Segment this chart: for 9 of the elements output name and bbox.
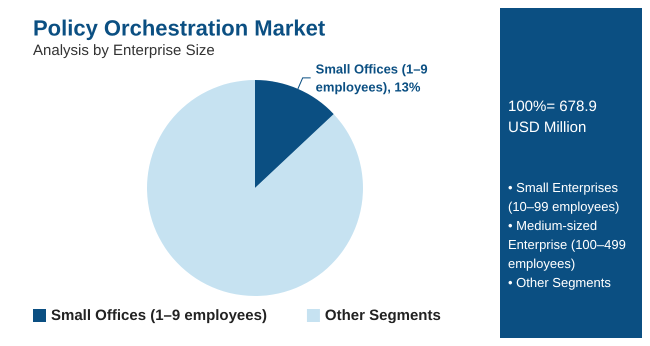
legend-label: Other Segments [324, 307, 441, 324]
text: 100%= 678.9 USD Million [508, 98, 601, 136]
text: • Small Enterprises (10–99 employees) [508, 180, 622, 214]
text: • Other Segments [508, 275, 612, 290]
legend-label: Small Offices (1–9 employees) [51, 307, 267, 324]
chart-subtitle: Analysis by Enterprise Size [33, 42, 215, 59]
chart-title: Policy Orchestration Market [33, 16, 326, 40]
text: • Medium-sized Enterprise (100–499 employees) [508, 218, 630, 271]
data-label: Small Offices (1–9 employees), 13% [316, 61, 432, 94]
